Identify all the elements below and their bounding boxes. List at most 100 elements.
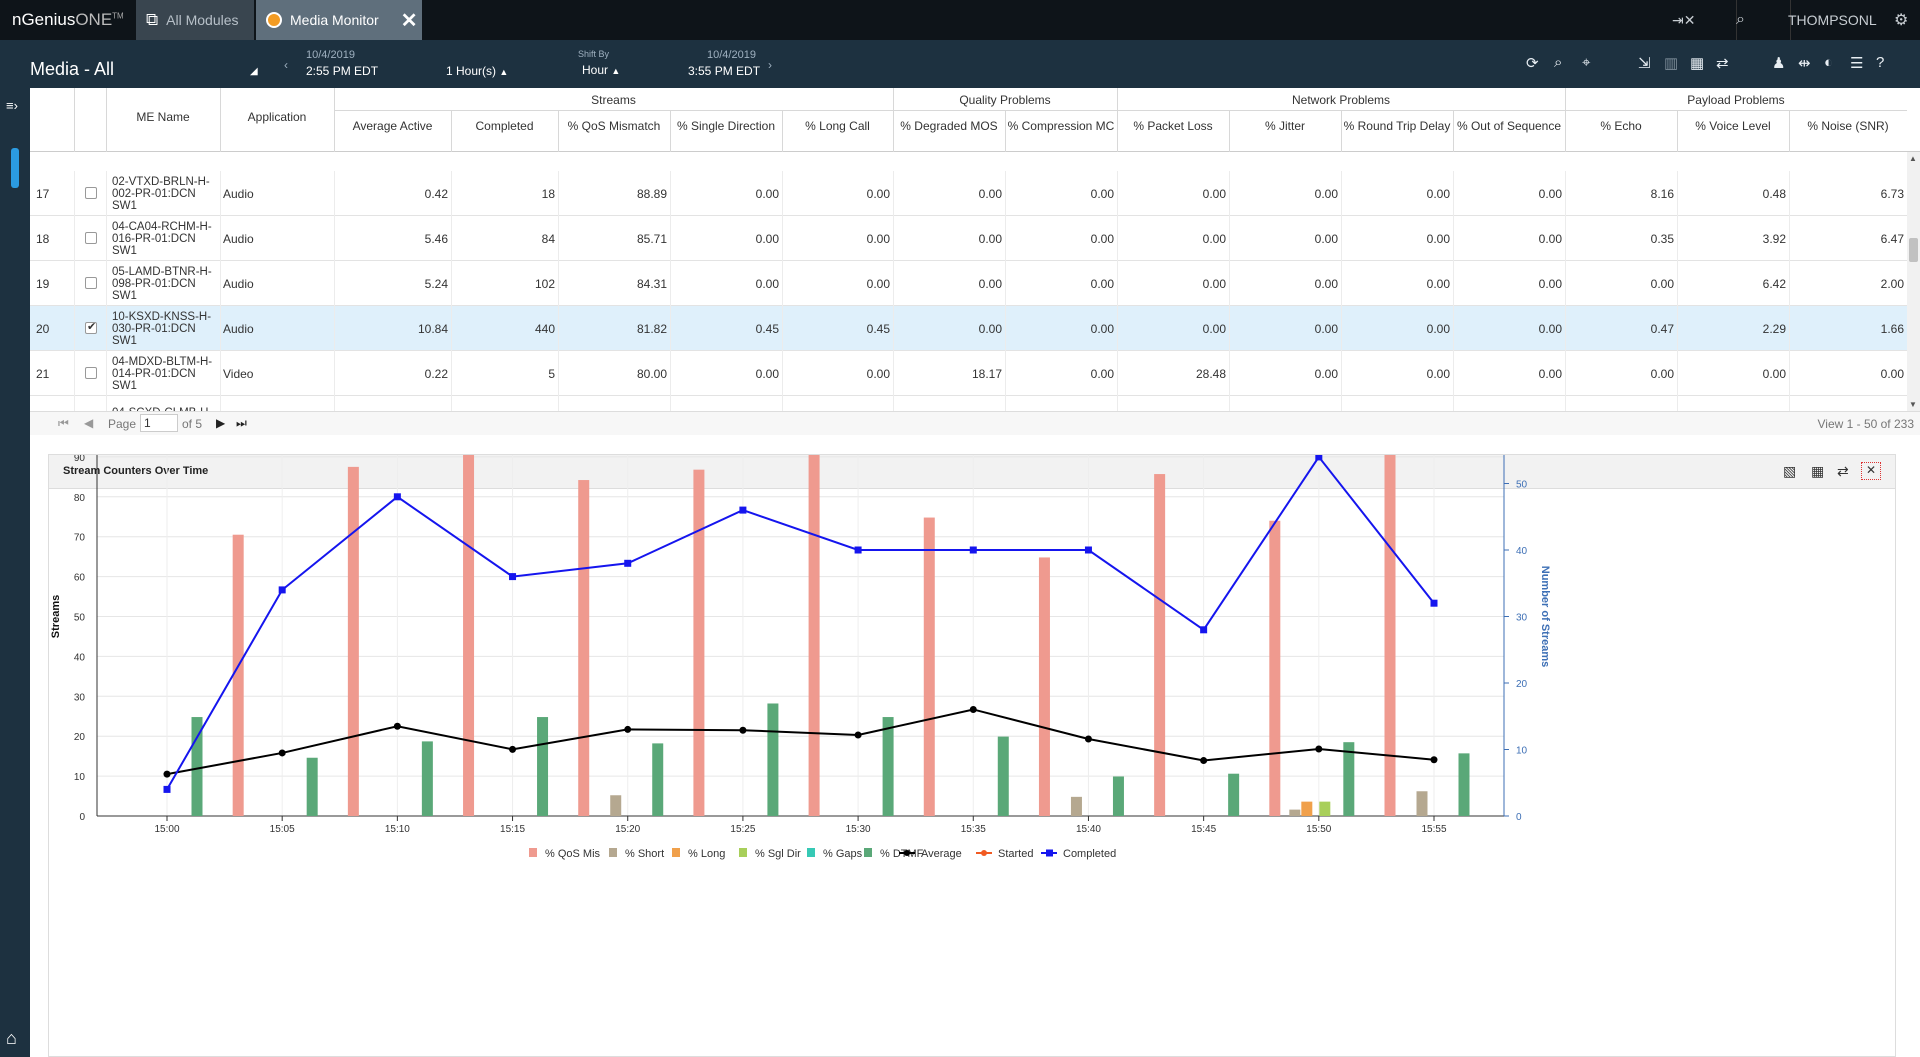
row-checkbox[interactable] [85, 232, 97, 244]
chart-collapse-icon[interactable]: ✕ [1861, 462, 1881, 480]
bar-short[interactable] [1070, 796, 1082, 816]
bar-qos[interactable] [1269, 520, 1281, 816]
table-row[interactable]: 17 02-VTXD-BRLN-H- 002-PR-01:DCN SW1 Audio 0.… [30, 171, 1907, 216]
bar-dtmf[interactable] [1458, 753, 1470, 816]
table-row[interactable]: 22 04-SCXD-CLMB-H-172-PR-01:DCNAudio4.359… [30, 396, 1907, 412]
point-completed[interactable] [393, 493, 401, 501]
bar-qos[interactable] [693, 469, 705, 816]
legend-item-average[interactable]: Average [899, 848, 962, 860]
row-checkbox[interactable] [85, 277, 97, 289]
home-icon[interactable]: ⌂ [6, 1028, 17, 1048]
scroll-thumb[interactable] [1909, 238, 1918, 262]
chart-type-icon[interactable]: ▧ [1783, 463, 1797, 479]
user-name[interactable]: THOMPSONL [1788, 12, 1877, 28]
table-row[interactable]: 18 04-CA04-RCHM-H- 016-PR-01:DCN SW1 Audio 5.… [30, 216, 1907, 261]
bar-qos[interactable] [463, 455, 475, 816]
point-average[interactable] [854, 731, 862, 739]
col-jitter[interactable]: % Jitter [1264, 119, 1305, 133]
page-title[interactable]: Media - All [30, 59, 115, 79]
col-application[interactable]: Application [247, 110, 307, 124]
point-average[interactable] [969, 705, 977, 713]
scroll-down-icon[interactable]: ▼ [1909, 400, 1917, 409]
legend-item-sgl[interactable]: % Sgl Dir [739, 848, 801, 860]
grid-icon[interactable]: ▦ [1690, 55, 1705, 72]
col-average-active[interactable]: Average Active [352, 119, 433, 133]
grid-scrollbar[interactable]: ▲ ▼ [1907, 152, 1920, 412]
point-completed[interactable] [509, 573, 517, 581]
rail-scroll-indicator[interactable] [11, 148, 19, 188]
page-input[interactable]: 1 [140, 414, 178, 432]
tab-all-modules[interactable]: ⧉ All Modules [136, 0, 254, 40]
start-time[interactable]: 2:55 PM EDT [306, 64, 379, 78]
first-page-icon[interactable]: ⏮ [58, 416, 69, 430]
row-checkbox[interactable] [85, 367, 97, 379]
col-degraded-mos[interactable]: % Degraded MOS [900, 119, 998, 133]
col-packet-loss[interactable]: % Packet Loss [1133, 119, 1213, 133]
point-completed[interactable] [1200, 626, 1208, 634]
scroll-up-icon[interactable]: ▲ [1909, 154, 1917, 163]
bar-dtmf[interactable] [191, 717, 203, 816]
point-completed[interactable] [1315, 455, 1323, 461]
col-me-name[interactable]: ME Name [136, 110, 190, 124]
point-average[interactable] [1200, 757, 1208, 765]
point-completed[interactable] [1084, 546, 1092, 554]
filter-settings-icon[interactable]: ⇹ [1798, 55, 1811, 72]
help-icon[interactable]: ? [1876, 54, 1885, 71]
user-settings-icon[interactable]: ♟ [1772, 55, 1786, 72]
row-checkbox[interactable] [85, 320, 97, 334]
bar-dtmf[interactable] [882, 717, 894, 816]
point-average[interactable] [739, 726, 747, 734]
zoom-icon[interactable]: ⌕ [1554, 54, 1563, 71]
menu-icon[interactable]: ☰ [1850, 55, 1864, 72]
point-average[interactable] [1430, 756, 1438, 764]
me-name-cell[interactable]: 04-MDXD-BLTM-H- 014-PR-01:DCN SW1 [112, 355, 213, 392]
me-name-cell[interactable]: 04-CA04-RCHM-H- 016-PR-01:DCN SW1 [112, 220, 212, 257]
point-average[interactable] [624, 725, 632, 733]
me-name-cell[interactable]: 04-SCXD-CLMB-H-172-PR-01:DCN [112, 396, 220, 413]
legend-item-short[interactable]: % Short [609, 848, 664, 860]
bar-short[interactable] [1289, 809, 1301, 816]
point-average[interactable] [393, 722, 401, 730]
table-row[interactable]: 19 05-LAMD-BTNR-H- 098-PR-01:DCN SW1 Audio 5.… [30, 261, 1907, 306]
legend-item-completed[interactable]: Completed [1041, 848, 1116, 860]
point-average[interactable] [278, 749, 286, 757]
palette-icon[interactable]: ◐ [1824, 54, 1834, 71]
next-time-icon[interactable]: › [768, 58, 772, 72]
chart-swap-icon[interactable]: ⇄ [1837, 463, 1849, 479]
prev-time-icon[interactable]: ‹ [284, 58, 288, 72]
point-average[interactable] [1084, 735, 1092, 743]
bar-dtmf[interactable] [652, 743, 664, 816]
point-completed[interactable] [969, 546, 977, 554]
chart-grid-icon[interactable]: ▦ [1811, 463, 1825, 479]
bar-dtmf[interactable] [1112, 776, 1124, 816]
table-row[interactable]: 21 04-MDXD-BLTM-H- 014-PR-01:DCN SW1 Video 0.… [30, 351, 1907, 396]
bar-qos[interactable] [578, 480, 590, 816]
bar-qos[interactable] [232, 534, 244, 816]
next-page-icon[interactable]: ▶ [216, 416, 226, 430]
swap-icon[interactable]: ⇄ [1716, 55, 1729, 72]
duration-select[interactable]: 1 Hour(s) ▲ [446, 64, 509, 78]
bar-dtmf[interactable] [767, 703, 779, 816]
collapse-nav-icon[interactable]: ≡› [6, 98, 18, 113]
chart-icon[interactable]: ▥ [1664, 55, 1679, 72]
me-name-cell[interactable]: 05-LAMD-BTNR-H- 098-PR-01:DCN SW1 [112, 265, 212, 302]
point-completed[interactable] [163, 785, 171, 793]
last-page-icon[interactable]: ⏭ [236, 416, 247, 430]
col-single-direction[interactable]: % Single Direction [676, 119, 776, 133]
bar-qos[interactable] [1154, 474, 1166, 816]
shift-by-select[interactable]: Hour ▲ [582, 63, 621, 77]
point-average[interactable] [163, 770, 171, 778]
bar-dtmf[interactable] [306, 757, 318, 816]
close-tab-icon[interactable]: ✕ [400, 9, 418, 32]
expand-icon[interactable]: ⇥✕ [1672, 11, 1696, 28]
point-average[interactable] [509, 745, 517, 753]
col-compression-mc[interactable]: % Compression MC [1007, 119, 1115, 133]
col-noise-snr[interactable]: % Noise (SNR) [1807, 119, 1889, 133]
bar-dtmf[interactable] [537, 717, 549, 816]
bar-sgl[interactable] [1319, 801, 1331, 816]
col-qos-mismatch[interactable]: % QoS Mismatch [567, 119, 661, 133]
col-echo[interactable]: % Echo [1600, 119, 1642, 133]
point-completed[interactable] [1430, 599, 1438, 607]
prev-page-icon[interactable]: ◀ [84, 416, 94, 430]
